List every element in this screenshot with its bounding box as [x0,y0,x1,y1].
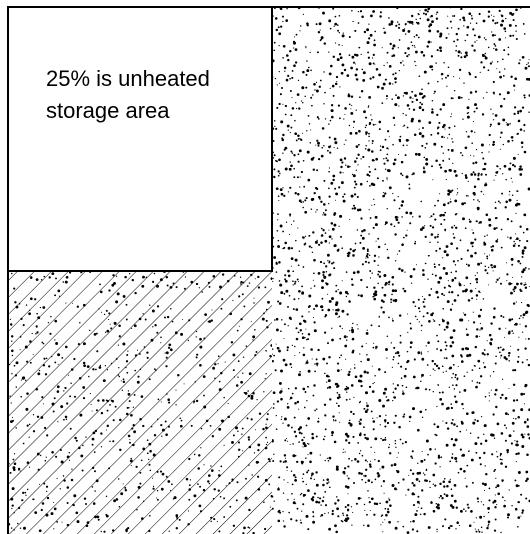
hatched-area [8,271,272,534]
storage-label-line-1: 25% is unheated [46,66,210,91]
storage-label-line-2: storage area [46,98,170,123]
unheated-storage-area-box [7,6,273,272]
stippled-heated-area [272,7,530,534]
